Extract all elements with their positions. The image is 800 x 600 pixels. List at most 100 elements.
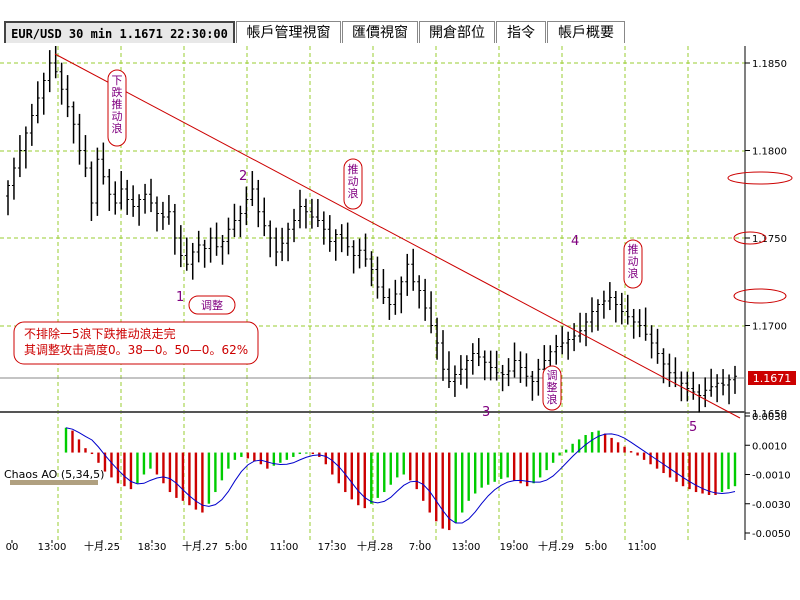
ao-bar xyxy=(214,452,217,493)
candle xyxy=(143,183,148,214)
candle xyxy=(77,113,82,165)
candle xyxy=(709,368,714,397)
ao-bar xyxy=(370,452,373,504)
ao-bar xyxy=(558,452,561,456)
tab-account-manager[interactable]: 帳戶管理視窗 xyxy=(236,21,341,43)
candle xyxy=(566,331,571,360)
candle xyxy=(196,230,201,263)
time-tick-label: 18:30 xyxy=(138,542,167,553)
ao-tick-label: 0.0030 xyxy=(752,412,787,423)
candle xyxy=(595,299,600,331)
ao-bar xyxy=(636,452,639,456)
candle xyxy=(107,168,112,211)
ao-bar xyxy=(168,452,172,493)
wave-labels: 1 2 3 4 5 xyxy=(176,169,697,435)
ao-bar xyxy=(448,452,451,531)
ao-bar xyxy=(655,452,659,469)
time-tick-label: 十月.29 xyxy=(538,540,574,553)
candle xyxy=(113,181,118,215)
ao-bar xyxy=(272,452,276,466)
ao-bar xyxy=(396,452,399,478)
ao-bar xyxy=(97,452,100,463)
time-tick-label: 11:00 xyxy=(270,542,299,553)
ao-bar xyxy=(623,446,626,453)
candle xyxy=(446,351,451,389)
note-line-2: 其调整攻击高度0。38—0。50—0。62% xyxy=(24,342,248,357)
tab-orders[interactable]: 指令 xyxy=(496,21,546,43)
ao-bar xyxy=(188,452,191,506)
time-tick-label: 13:00 xyxy=(452,542,481,553)
candle xyxy=(673,357,678,388)
ao-bar xyxy=(324,452,328,465)
time-tick-label: 5:00 xyxy=(225,542,247,553)
ao-tick-label: -0.0010 xyxy=(752,471,791,482)
ao-bar xyxy=(480,452,483,488)
trendline xyxy=(54,53,741,419)
ao-bar xyxy=(233,452,237,460)
candle xyxy=(166,195,171,225)
tab-account-summary[interactable]: 帳戶概要 xyxy=(547,21,625,43)
ao-bar xyxy=(571,443,574,453)
wave-label: 4 xyxy=(571,234,579,249)
tab-open-positions[interactable]: 開倉部位 xyxy=(419,21,495,43)
ao-bar xyxy=(577,439,581,453)
time-tick-label: 17:30 xyxy=(318,542,347,553)
analysis-note: 不排除一5浪下跌推动浪走完 其调整攻击高度0。38—0。50—0。62% xyxy=(13,321,259,365)
ao-bar xyxy=(253,452,256,462)
time-tick-label: 19:00 xyxy=(500,542,529,553)
ao-bar xyxy=(467,452,470,501)
candle xyxy=(262,197,267,237)
ao-bar xyxy=(207,452,211,504)
tab-chart-eurusd[interactable]: EUR/USD 30 min 1.1671 22:30:00 xyxy=(4,21,235,43)
candle xyxy=(208,227,213,263)
ao-bar xyxy=(668,452,672,478)
candle xyxy=(29,103,34,146)
candle xyxy=(643,307,648,341)
candle xyxy=(333,229,338,261)
ao-bar xyxy=(142,452,146,475)
ao-bar xyxy=(162,452,165,484)
annotation-label: 推动浪 xyxy=(348,162,359,200)
order-marker xyxy=(727,171,793,185)
ao-bar xyxy=(389,452,392,485)
candle xyxy=(172,203,177,255)
ao-bar xyxy=(681,452,685,487)
tab-bar: EUR/USD 30 min 1.1671 22:30:00 帳戶管理視窗 匯價… xyxy=(0,0,800,46)
ao-bar xyxy=(409,452,412,481)
candle xyxy=(721,369,726,396)
ao-bar xyxy=(727,452,730,490)
wave-label: 5 xyxy=(689,420,697,435)
ao-bar xyxy=(350,452,353,500)
candle xyxy=(488,350,493,381)
candle xyxy=(274,227,279,267)
ao-bar xyxy=(603,433,607,453)
candle xyxy=(59,62,64,105)
candle xyxy=(339,224,344,253)
time-tick-label: 7:00 xyxy=(409,542,431,553)
ao-bar xyxy=(720,452,724,493)
price-axis: 1.1850 1.1800 1.1750 1.1700 1.1650 xyxy=(745,59,787,420)
candle xyxy=(512,342,517,378)
candle xyxy=(667,353,672,387)
candle xyxy=(250,171,255,207)
ao-bar xyxy=(175,452,178,498)
ao-bar xyxy=(292,452,295,457)
annotation-correction-wave: 调整浪 xyxy=(542,365,562,411)
wave-label: 3 xyxy=(482,405,490,420)
price-tick-label: 1.1650 xyxy=(752,409,787,420)
ao-bar xyxy=(383,452,386,493)
time-tick-label: 11:00 xyxy=(628,542,657,553)
candle xyxy=(149,178,154,213)
tab-rates[interactable]: 匯價視窗 xyxy=(342,21,418,43)
ao-bar xyxy=(707,452,711,495)
ao-bar xyxy=(454,452,457,523)
current-price-tag: 1.1671 xyxy=(748,371,796,385)
candle xyxy=(393,279,398,315)
candle xyxy=(17,135,22,178)
candle xyxy=(6,180,10,216)
order-marker xyxy=(733,231,767,245)
annotation-correction: 调整 xyxy=(188,295,236,315)
ao-bar xyxy=(428,452,431,513)
candle xyxy=(536,358,541,396)
